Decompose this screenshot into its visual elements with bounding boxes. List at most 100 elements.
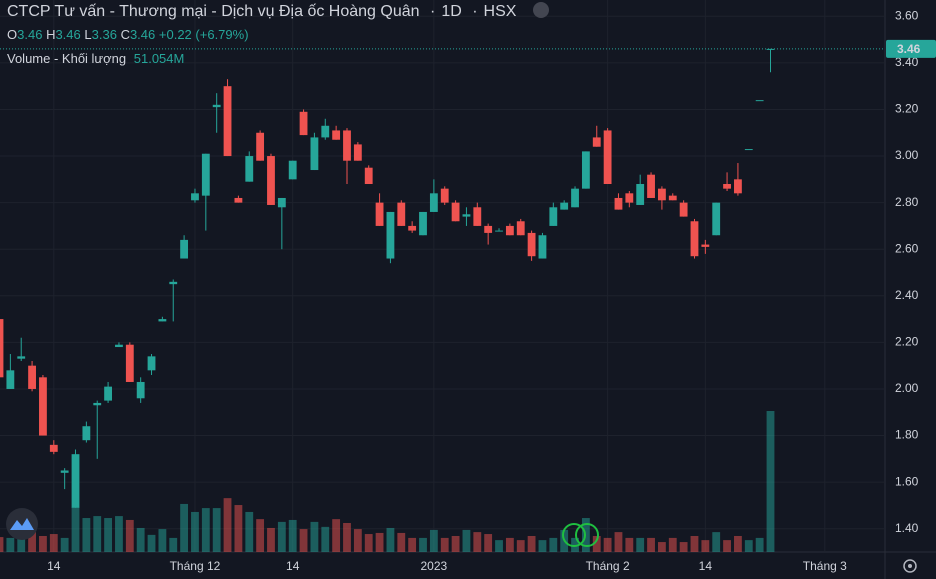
event-marker[interactable] <box>575 523 599 547</box>
volume-bar <box>495 540 503 552</box>
candle-body <box>71 454 80 508</box>
volume-bar <box>516 540 525 552</box>
volume-bar <box>527 535 536 552</box>
candle-body <box>625 193 634 203</box>
candle-body <box>647 174 655 198</box>
exchange: HSX <box>483 3 517 20</box>
candle-body <box>223 86 232 157</box>
candle-body <box>299 111 308 136</box>
volume-bar <box>310 521 319 552</box>
volume-bar <box>234 505 243 552</box>
x-tick-label: Tháng 3 <box>803 559 847 573</box>
volume-bar <box>603 537 612 552</box>
candle-body <box>571 188 579 208</box>
logo-circle <box>6 508 38 540</box>
candle-body <box>180 239 189 259</box>
logo-icon <box>10 518 34 530</box>
candle-body <box>560 202 569 210</box>
volume-bar <box>734 535 742 552</box>
candle-body <box>723 184 731 189</box>
volume-bar <box>158 529 167 552</box>
volume-bar <box>49 534 58 552</box>
volume-bar <box>321 526 330 552</box>
volume-bar <box>690 535 699 552</box>
y-tick-label: 3.60 <box>895 8 919 22</box>
volume-label: Volume - Khối lượng <box>7 51 127 66</box>
settings-button[interactable] <box>903 559 917 573</box>
volume-bar <box>191 511 199 552</box>
volume-bar <box>473 532 482 552</box>
volume-bar <box>538 540 547 552</box>
candle-body <box>603 130 612 184</box>
x-tick-label: Tháng 12 <box>170 559 221 573</box>
candle-body <box>234 197 243 203</box>
volume-bar <box>17 534 26 552</box>
volume-bar <box>125 519 134 552</box>
y-tick-label: 3.00 <box>895 148 919 162</box>
volume-bar <box>288 519 297 552</box>
candle-body <box>6 370 15 389</box>
logo[interactable] <box>6 508 38 540</box>
volume-bar <box>712 532 721 552</box>
candle-body <box>0 319 4 378</box>
volume-bar <box>169 537 178 552</box>
candle-body <box>744 149 753 151</box>
x-tick-label: 2023 <box>421 559 448 573</box>
close-value: 3.46 <box>129 27 156 42</box>
y-tick-label: 2.80 <box>895 195 919 209</box>
candle-body <box>755 100 764 102</box>
volume-bar <box>104 518 113 552</box>
volume-bar <box>0 537 4 552</box>
candle-body <box>397 202 406 226</box>
volume-bar <box>505 537 514 552</box>
open-value: 3.46 <box>17 27 43 42</box>
candle-body <box>429 193 438 212</box>
candle-body <box>679 202 688 217</box>
volume-bar <box>462 529 471 552</box>
candle-body <box>408 225 417 231</box>
high-label: H <box>46 27 56 42</box>
candle-body <box>169 281 178 285</box>
x-tick-label: 14 <box>699 559 713 573</box>
candle-body <box>364 167 373 184</box>
candle-body <box>505 225 514 236</box>
candle-body <box>592 137 601 147</box>
volume-bar <box>701 540 710 552</box>
volume-bar <box>147 534 156 552</box>
candle-body <box>636 184 645 205</box>
volume-bar <box>201 508 210 552</box>
interval[interactable]: 1D <box>441 3 462 20</box>
candle-body <box>39 377 47 436</box>
ohlc-row: O3.46 H3.46 L3.36 C3.46 +0.22 (+6.79%) <box>7 27 249 42</box>
collapse-button[interactable] <box>532 2 549 18</box>
candle-body <box>17 356 26 359</box>
volume-bar <box>93 516 102 552</box>
volume-bar <box>267 527 275 552</box>
gear-icon <box>903 559 917 573</box>
candle-body <box>419 211 427 236</box>
volume-bar <box>419 537 427 552</box>
candle-body <box>538 235 547 259</box>
change: +0.22 <box>158 27 192 42</box>
open-label: O <box>7 27 18 42</box>
last-price-tag-bg <box>886 39 936 58</box>
candle-body <box>136 381 145 399</box>
candle-body <box>277 197 286 208</box>
candle-body <box>321 125 330 138</box>
symbol-title: CTCP Tư vấn - Thương mại - Dịch vụ Địa ố… <box>7 3 420 20</box>
candle-body <box>256 132 265 161</box>
volume-bar <box>723 540 731 552</box>
volume-bar <box>440 537 449 552</box>
y-tick-label: 1.60 <box>895 474 919 488</box>
volume-bar <box>6 537 15 552</box>
event-marker[interactable] <box>562 523 586 547</box>
volume-bar <box>592 535 601 552</box>
y-tick-label: 1.40 <box>895 521 919 535</box>
volume-bar <box>451 535 460 552</box>
candle-body <box>201 153 210 196</box>
y-tick-label: 3.20 <box>895 102 919 116</box>
volume-bar <box>755 537 764 552</box>
candle-body <box>581 151 590 189</box>
